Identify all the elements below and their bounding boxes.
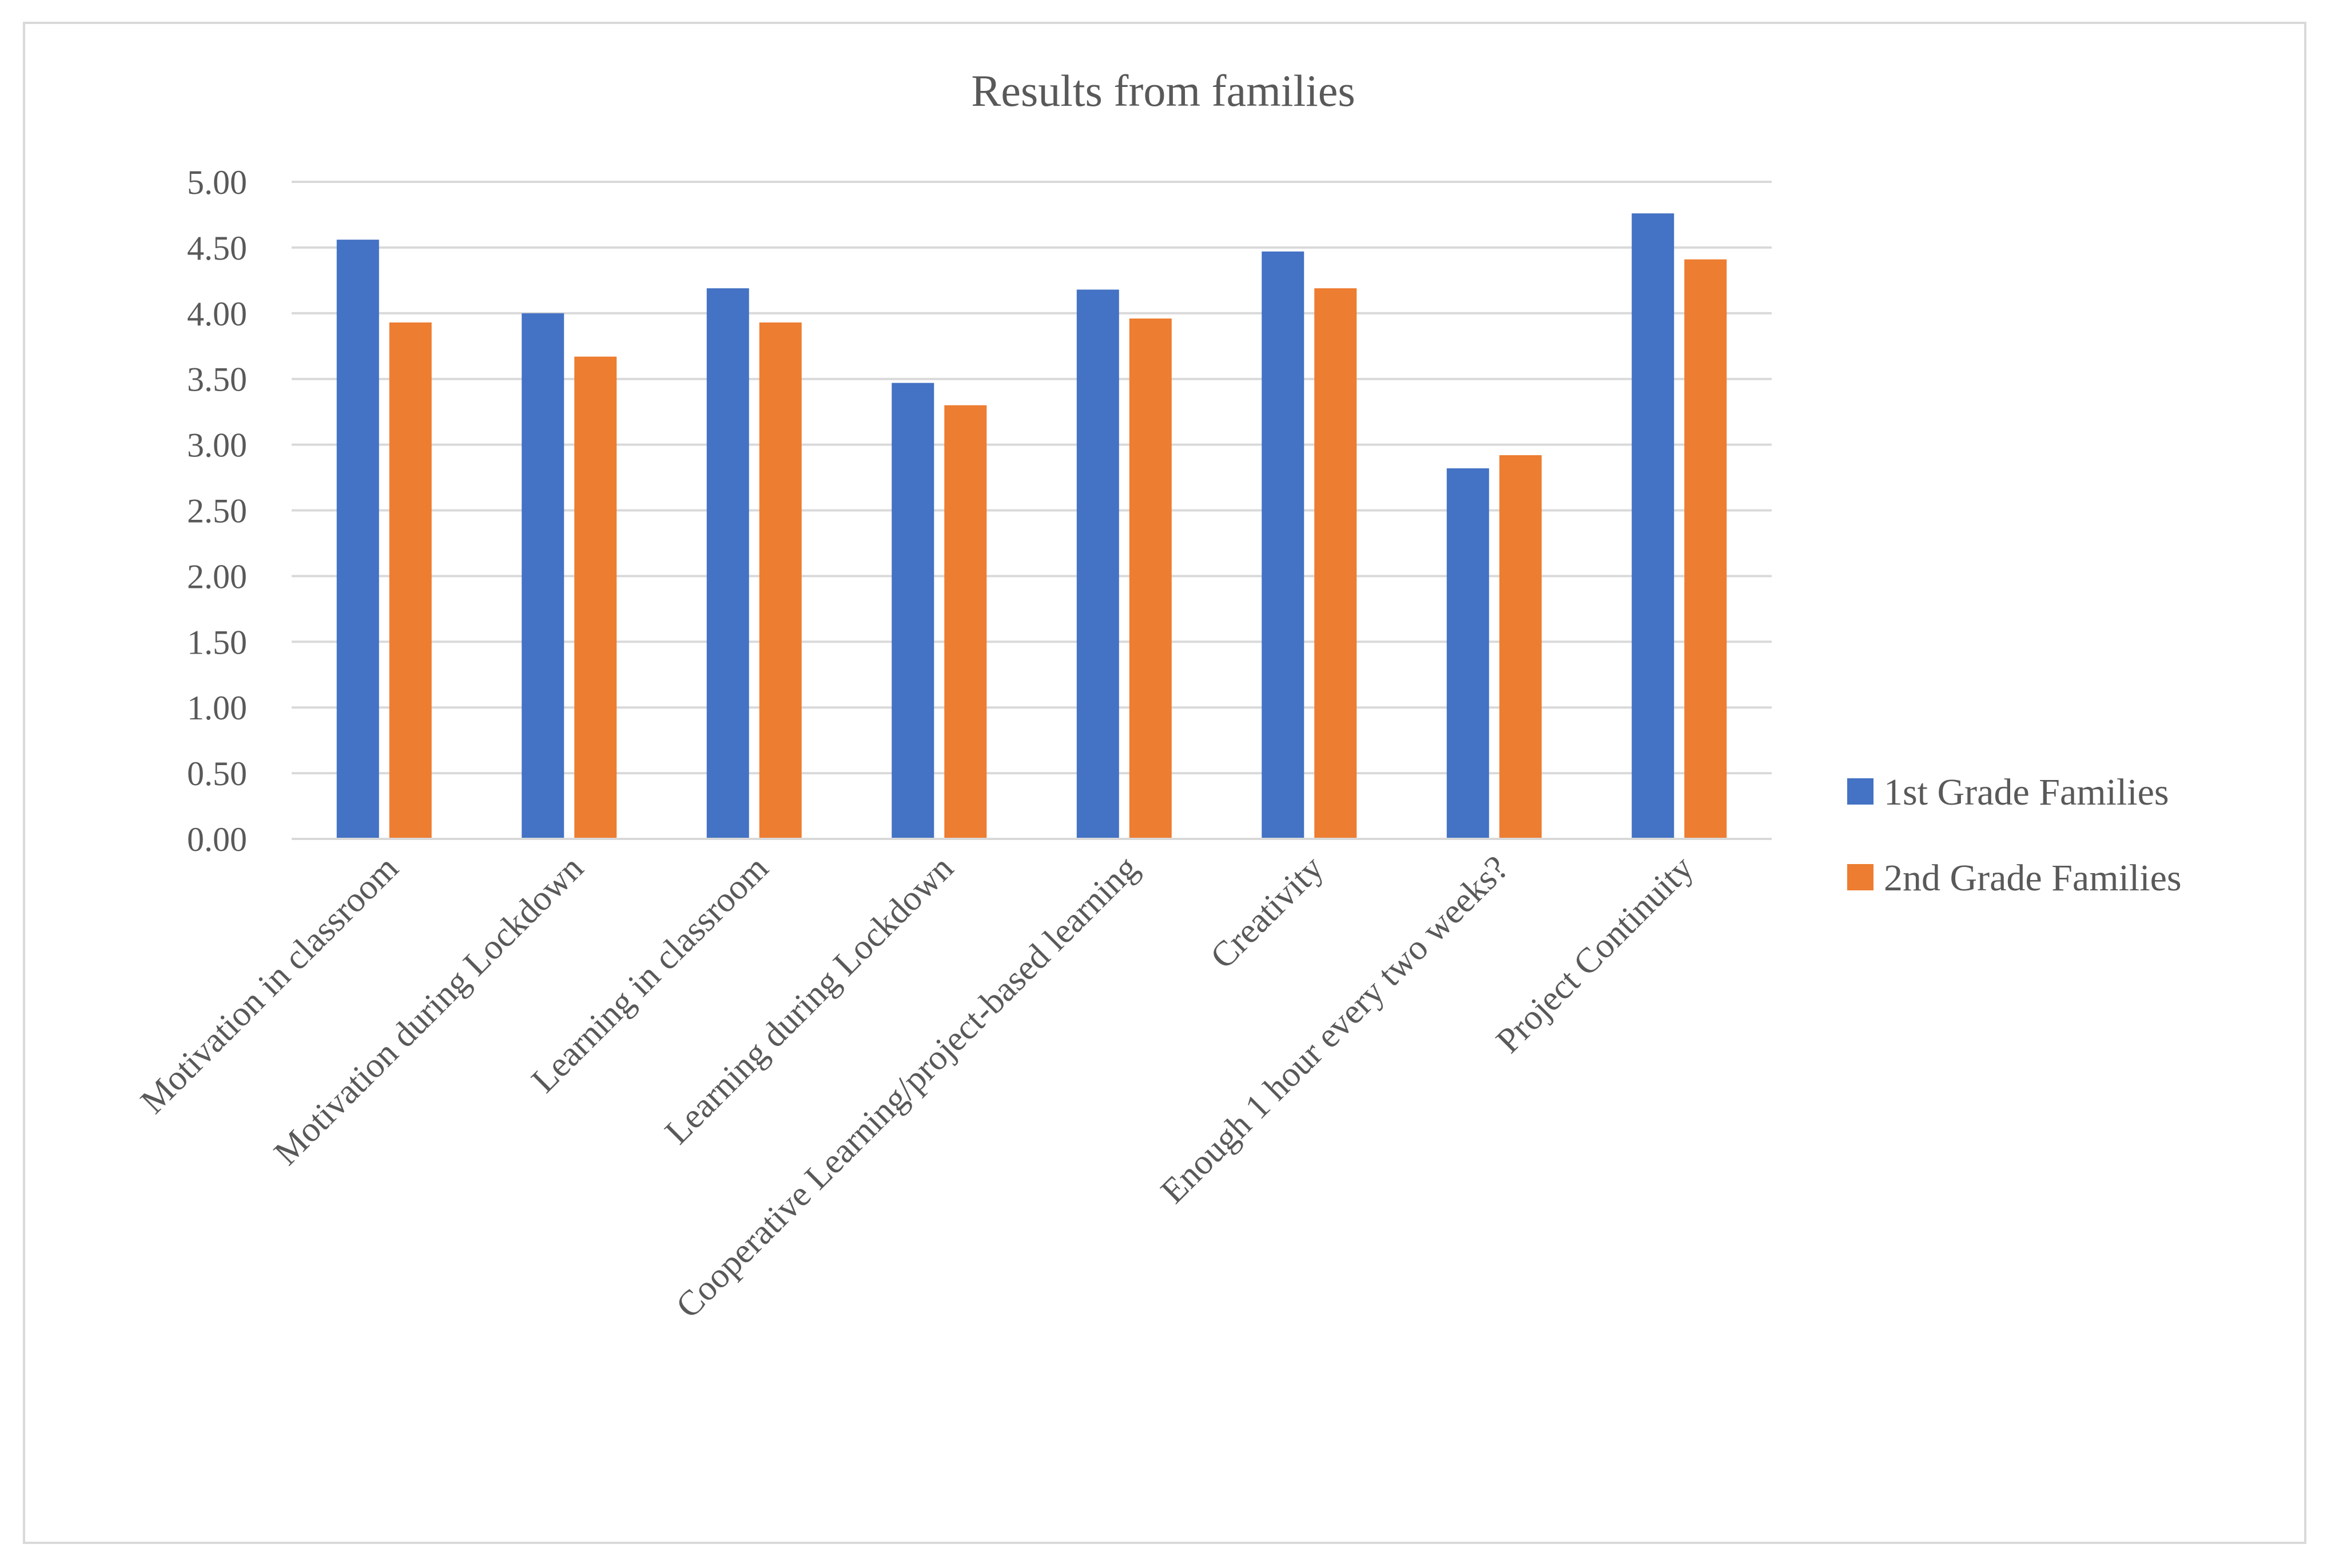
y-tick-label: 0.00 bbox=[187, 821, 247, 858]
bar-grade1-0 bbox=[336, 240, 379, 839]
bar-grade2-6 bbox=[1499, 455, 1542, 839]
y-tick-label: 3.50 bbox=[187, 361, 247, 399]
y-tick-label: 1.50 bbox=[187, 623, 247, 661]
legend-swatch-2 bbox=[1847, 864, 1873, 890]
y-tick-label: 4.50 bbox=[187, 229, 247, 267]
bar-grade2-5 bbox=[1314, 288, 1357, 839]
y-tick-label: 4.00 bbox=[187, 295, 247, 333]
bar-grade1-5 bbox=[1262, 251, 1304, 839]
legend: 1st Grade Families 2nd Grade Families bbox=[1847, 771, 2182, 899]
bar-grade1-4 bbox=[1076, 289, 1119, 839]
gridlines bbox=[292, 181, 1772, 775]
y-axis-tick-labels: 0.00 0.50 1.00 1.50 2.00 2.50 3.00 3.50 4.00 4.50… bbox=[187, 164, 247, 858]
x-category-label: Motivation during Lockdown bbox=[266, 849, 591, 1173]
y-tick-label: 3.00 bbox=[187, 427, 247, 464]
y-tick-label: 1.00 bbox=[187, 689, 247, 727]
x-category-label: Enough 1 hour every two weeks? bbox=[1153, 849, 1516, 1211]
bar-grade1-7 bbox=[1632, 213, 1674, 839]
x-category-label: Creativity bbox=[1203, 849, 1331, 976]
y-tick-label: 2.00 bbox=[187, 558, 247, 595]
bar-grade2-0 bbox=[389, 322, 432, 839]
legend-label-1: 1st Grade Families bbox=[1884, 771, 2169, 813]
bars bbox=[336, 213, 1727, 839]
bar-grade1-6 bbox=[1446, 468, 1489, 839]
x-category-label: Project Continuity bbox=[1489, 849, 1701, 1061]
bar-grade2-2 bbox=[759, 322, 802, 839]
y-tick-label: 0.50 bbox=[187, 755, 247, 793]
bar-grade2-3 bbox=[944, 405, 987, 839]
bar-grade1-2 bbox=[706, 288, 749, 839]
legend-swatch-1 bbox=[1847, 778, 1873, 805]
bar-grade2-7 bbox=[1684, 259, 1727, 839]
legend-label-2: 2nd Grade Families bbox=[1884, 857, 2182, 899]
chart-title: Results from families bbox=[971, 66, 1355, 116]
y-tick-label: 5.00 bbox=[187, 164, 247, 201]
bar-grade1-3 bbox=[892, 383, 934, 839]
bar-grade1-1 bbox=[522, 313, 564, 839]
y-tick-label: 2.50 bbox=[187, 492, 247, 530]
bar-grade2-4 bbox=[1129, 318, 1172, 839]
bar-grade2-1 bbox=[574, 356, 617, 839]
